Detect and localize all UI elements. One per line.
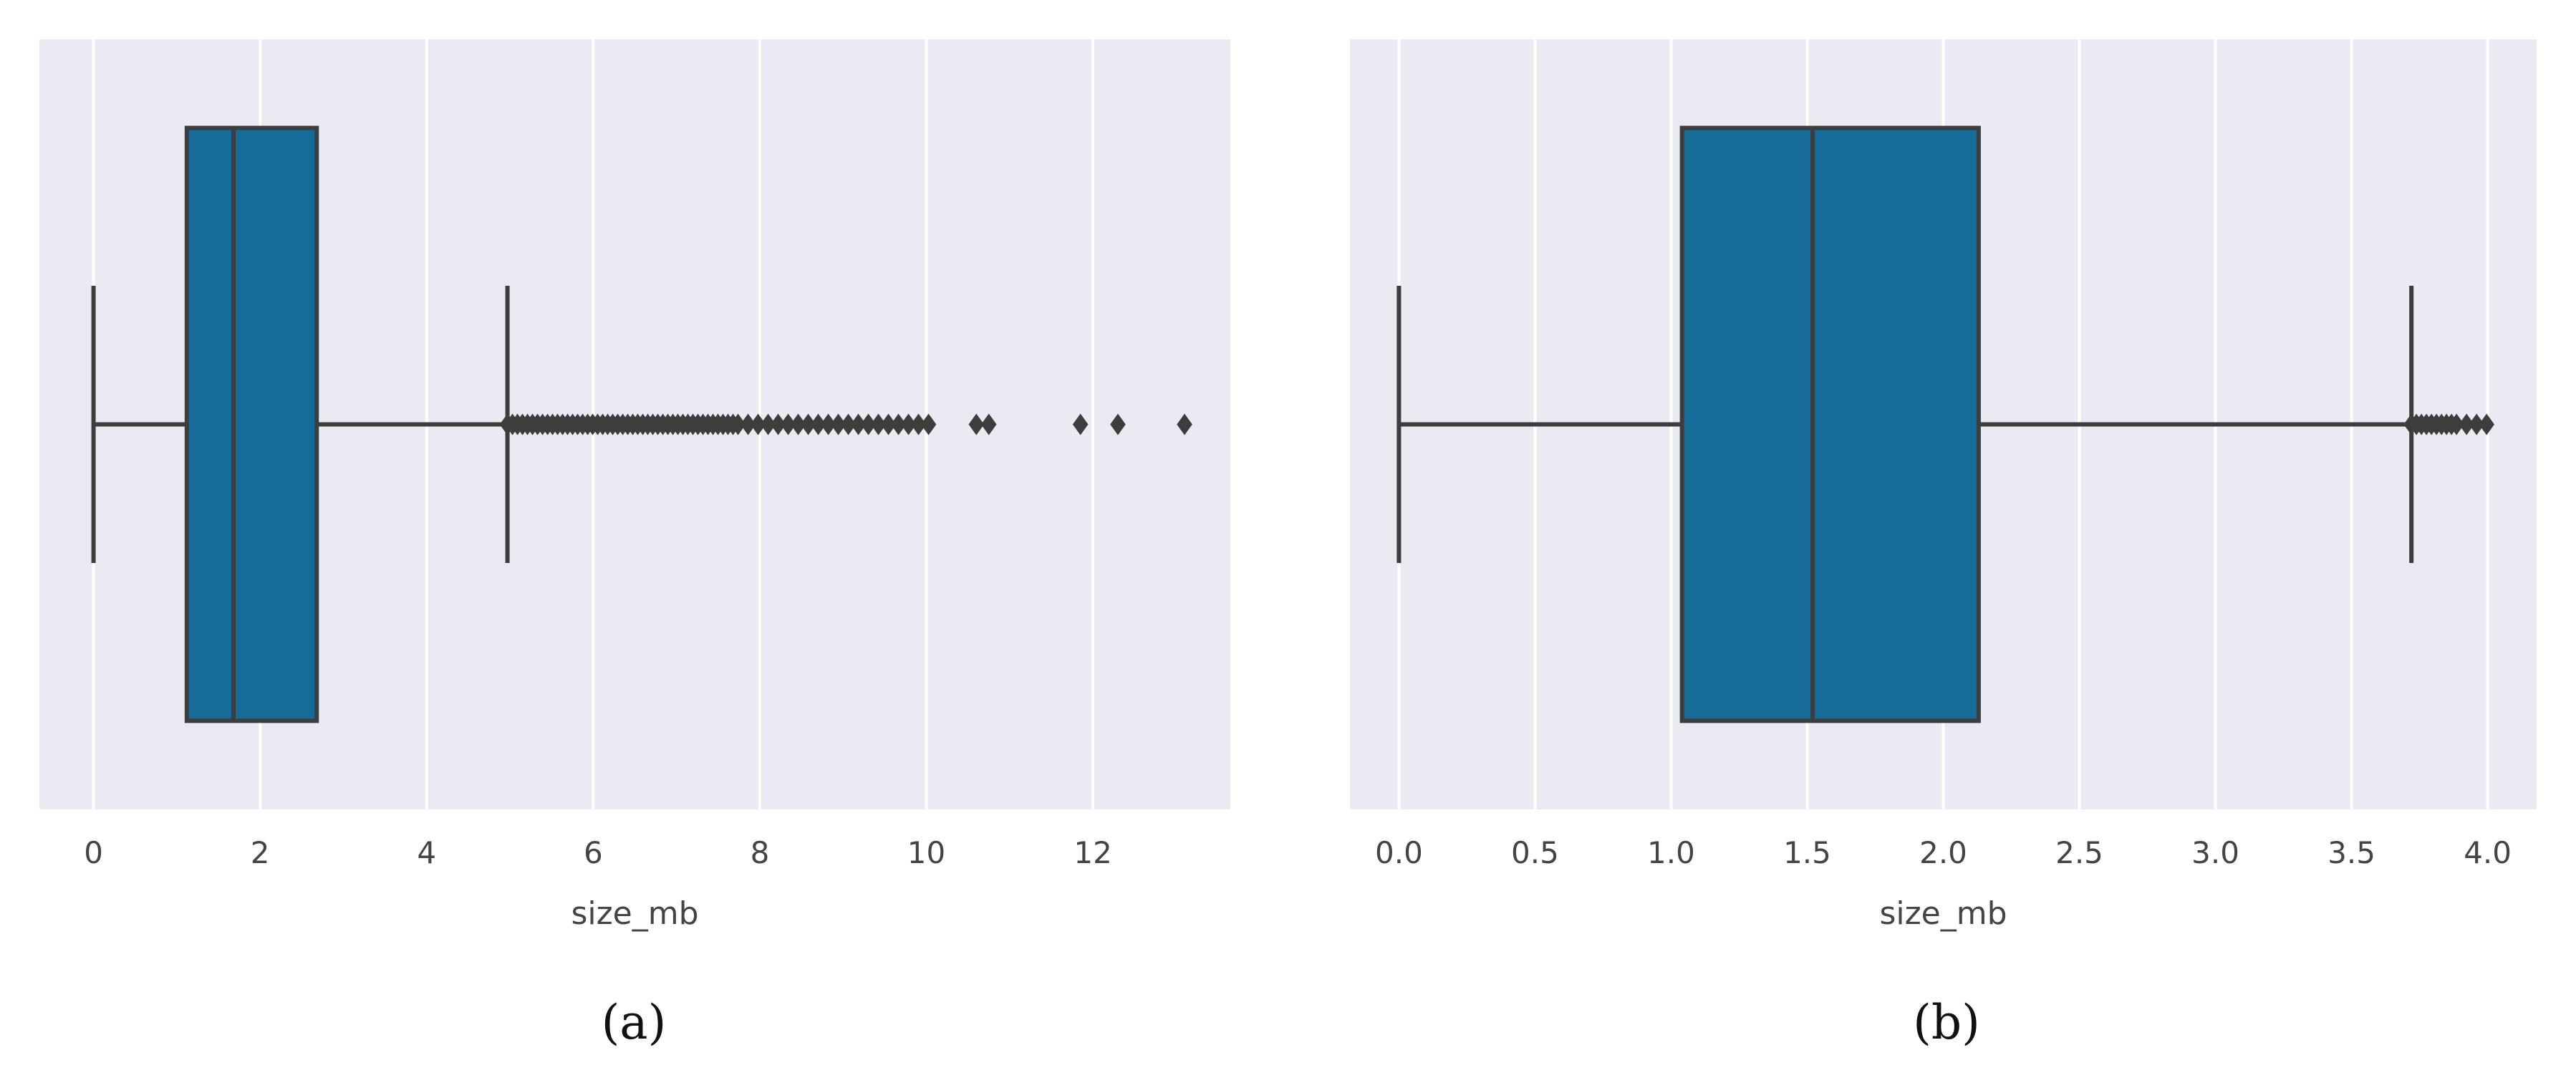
x-tick-label: 2.0 [1919,835,1967,870]
x-tick-label: 1.0 [1647,835,1695,870]
outlier-marker [900,413,917,435]
outlier-marker [790,413,806,435]
caption-a: (a) [602,995,667,1050]
outlier-marker [730,413,746,435]
outlier-marker [740,413,756,435]
outlier-marker [1110,413,1126,435]
outlier-marker [800,413,816,435]
x-tick-label: 4 [417,835,436,870]
x-tick-label: 2 [251,835,270,870]
outlier-marker [2449,413,2464,435]
x-tick-label: 6 [584,835,603,870]
x-tick-label: 1.5 [1783,835,1831,870]
caption-b: (b) [1913,995,1980,1050]
x-tick-label: 3.5 [2327,835,2375,870]
outlier-marker [880,413,897,435]
x-tick-label: 4.0 [2464,835,2512,870]
outlier-marker [910,413,927,435]
box-iqr [1679,125,1981,723]
x-tick-label: 0.0 [1375,835,1423,870]
outlier-marker [2479,413,2494,435]
chart-panel-b: 0.0 0.5 1.0 1.5 2.0 2.5 3.0 3.5 4.0 size_mb [1350,39,2537,932]
outlier-marker [830,413,846,435]
x-tick-label: 2.5 [2055,835,2103,870]
x-tick-label: 10 [907,835,945,870]
outlier-marker [1072,413,1089,435]
outlier-marker [840,413,857,435]
outlier-marker [968,413,985,435]
x-tick-label: 3.0 [2191,835,2239,870]
outlier-marker [770,413,786,435]
outlier-marker [760,413,776,435]
x-axis-label: size_mb [571,895,698,932]
outlier-marker [850,413,867,435]
outlier-marker [810,413,826,435]
outlier-marker [980,413,997,435]
box-iqr [184,125,319,723]
outlier-marker [870,413,887,435]
x-tick-label: 0 [84,835,103,870]
outlier-marker [2459,413,2474,435]
outlier-marker [860,413,877,435]
outlier-marker [920,413,937,435]
outlier-marker [780,413,796,435]
outlier-marker [2469,413,2484,435]
outlier-marker [750,413,766,435]
x-tick-label: 12 [1074,835,1111,870]
x-tick-label: 0.5 [1511,835,1559,870]
chart-panel-a: 0 2 4 6 8 10 12 size_mb [39,39,1230,932]
x-tick-label: 8 [751,835,770,870]
x-axis-label: size_mb [1879,895,2007,932]
outlier-marker [820,413,836,435]
outlier-marker [890,413,907,435]
outlier-marker [1177,413,1192,435]
